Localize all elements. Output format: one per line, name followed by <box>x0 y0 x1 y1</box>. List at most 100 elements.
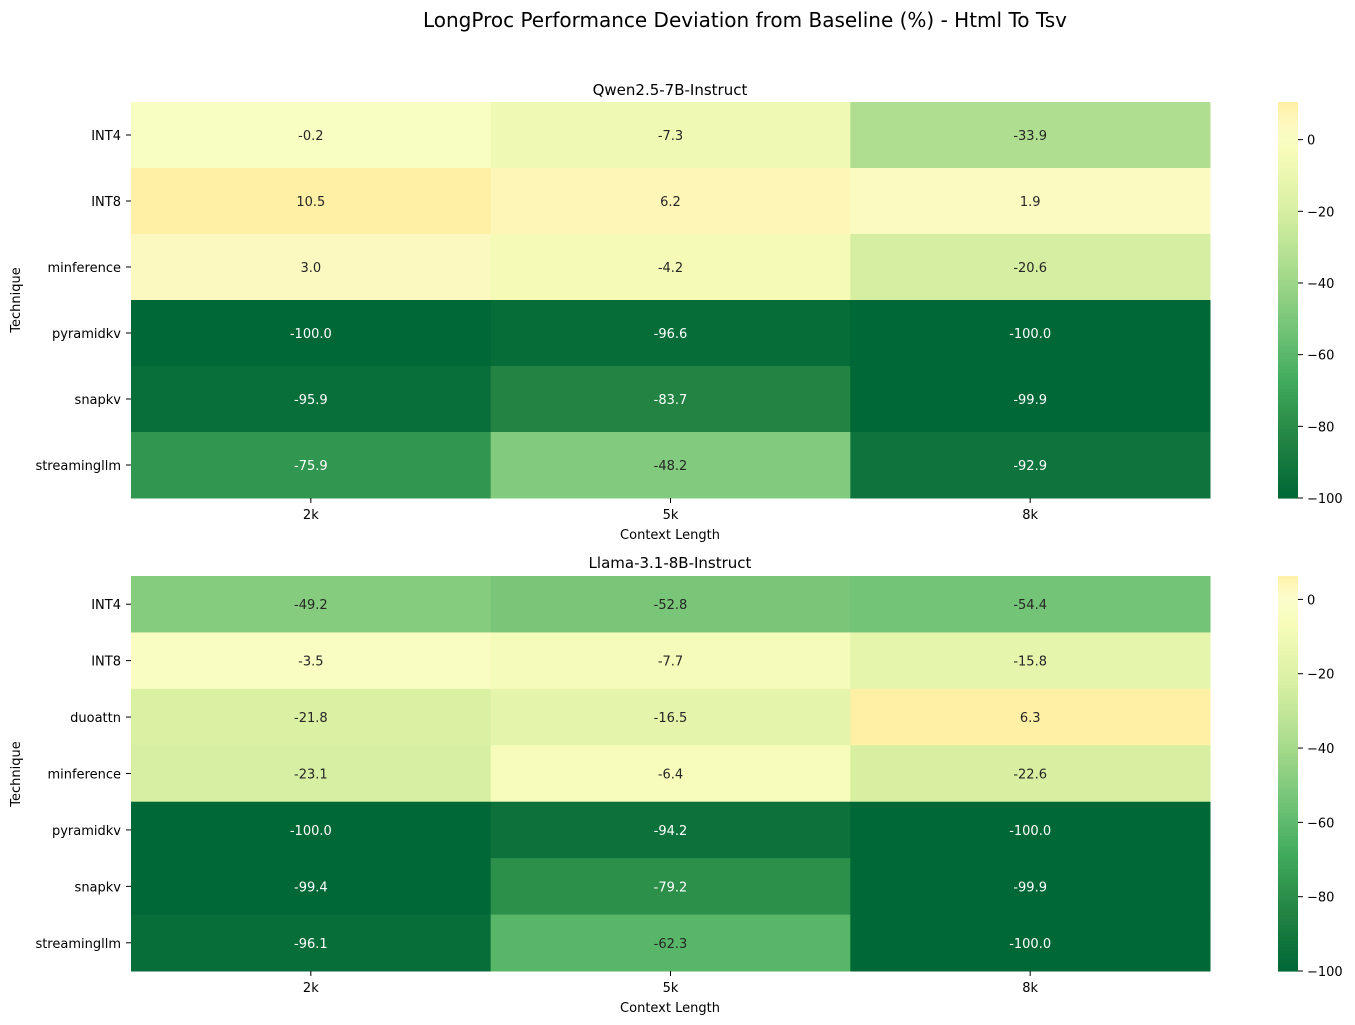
colorbar-segment <box>1278 191 1298 195</box>
colorbar-segment <box>1278 645 1298 650</box>
colorbar-segment <box>1278 895 1298 900</box>
cell-value-label: -6.4 <box>658 768 683 783</box>
colorbar-segment <box>1278 822 1298 827</box>
colorbar: 0 −20 −40 −60 −80 −100 <box>1278 576 1343 980</box>
colorbar-segment <box>1278 678 1298 682</box>
colorbar-segment <box>1278 250 1298 255</box>
colorbar-segment <box>1278 674 1298 679</box>
x-tick-label: 2k <box>303 981 319 996</box>
colorbar-segment <box>1278 701 1298 705</box>
colorbar-segment <box>1278 184 1298 189</box>
colorbar-segment <box>1278 412 1298 417</box>
colorbar-segment <box>1278 118 1298 123</box>
heatmap-cell <box>850 801 1211 859</box>
colorbar-segment <box>1278 197 1298 202</box>
colorbar-segment <box>1278 323 1298 327</box>
colorbar-segment <box>1278 625 1298 630</box>
colorbar-segment <box>1278 651 1298 656</box>
colorbar-segment <box>1278 658 1298 663</box>
cell-value-label: -99.9 <box>1013 880 1047 895</box>
colorbar-segment <box>1278 435 1298 440</box>
y-tick-label: snapkv <box>75 880 122 895</box>
heatmap-cell <box>131 688 492 746</box>
y-tick-label: INT4 <box>91 598 121 613</box>
colorbar-segment <box>1278 668 1298 673</box>
heatmap-cell <box>850 432 1211 499</box>
colorbar-segment <box>1278 799 1298 804</box>
colorbar-segment <box>1278 687 1298 692</box>
colorbar-segment <box>1278 717 1298 722</box>
colorbar-segment <box>1278 230 1298 235</box>
colorbar-segment <box>1278 478 1298 483</box>
heatmap-cells: -49.2 -52.8 -54.4 -3.5 -7.7 -15.8 -21.8 -16.5 6.… <box>131 576 1211 972</box>
colorbar-segment <box>1278 763 1298 768</box>
colorbar-segment <box>1278 951 1298 956</box>
colorbar-segment <box>1278 309 1298 314</box>
cell-value-label: 6.3 <box>1020 711 1041 726</box>
heatmap-cell <box>490 688 851 746</box>
colorbar-segment <box>1278 441 1298 446</box>
colorbar-segment <box>1278 872 1298 877</box>
colorbar-segment <box>1278 181 1298 186</box>
colorbar-segment <box>1278 681 1298 686</box>
colorbar-segment <box>1278 438 1298 443</box>
colorbar-segment <box>1278 704 1298 709</box>
colorbar-segment <box>1278 921 1298 926</box>
colorbar-segment <box>1278 655 1298 659</box>
colorbar-segment <box>1278 164 1298 169</box>
heatmap-cell <box>131 168 492 235</box>
colorbar-segment <box>1278 829 1298 834</box>
colorbar-segment <box>1278 934 1298 939</box>
colorbar-segment <box>1278 408 1298 413</box>
colorbar-segment <box>1278 776 1298 781</box>
colorbar-segment <box>1278 217 1298 222</box>
colorbar-tick-label: −100 <box>1307 492 1343 507</box>
colorbar-segment <box>1278 901 1298 906</box>
colorbar-segment <box>1278 944 1298 949</box>
heatmap-cell <box>850 300 1211 367</box>
colorbar-segment <box>1278 635 1298 640</box>
cell-value-label: -48.2 <box>654 459 688 474</box>
colorbar-segment <box>1278 389 1298 393</box>
colorbar-segment <box>1278 448 1298 453</box>
heatmap-cell <box>850 632 1211 690</box>
cell-value-label: -4.2 <box>658 261 683 276</box>
colorbar-segment <box>1278 924 1298 929</box>
heatmap-cell <box>131 300 492 367</box>
colorbar-segment <box>1278 349 1298 354</box>
heatmap-cell <box>850 366 1211 433</box>
colorbar-segment <box>1278 832 1298 837</box>
colorbar-segment <box>1278 585 1298 590</box>
colorbar-segment <box>1278 154 1298 159</box>
cell-value-label: -7.7 <box>658 655 683 670</box>
colorbar-tick-label: −40 <box>1307 277 1334 292</box>
colorbar-tick-label: −40 <box>1307 742 1334 757</box>
colorbar-segment <box>1278 481 1298 486</box>
colorbar-segment <box>1278 465 1298 469</box>
colorbar-segment <box>1278 691 1298 696</box>
colorbar-segment <box>1278 898 1298 903</box>
colorbar-segment <box>1278 684 1298 689</box>
colorbar-segment <box>1278 855 1298 860</box>
cell-value-label: -3.5 <box>298 655 323 670</box>
colorbar-segment <box>1278 286 1298 291</box>
colorbar-segment <box>1278 875 1298 880</box>
heatmap-cell <box>490 234 851 301</box>
colorbar-segment <box>1278 333 1298 337</box>
colorbar-segment <box>1278 316 1298 321</box>
cell-value-label: -96.6 <box>654 327 688 342</box>
colorbar-segment <box>1278 852 1298 857</box>
colorbar-segment <box>1278 780 1298 784</box>
y-tick-label: duoattn <box>70 711 121 726</box>
colorbar-segment <box>1278 471 1298 476</box>
colorbar-segment <box>1278 938 1298 942</box>
colorbar-segment <box>1278 342 1298 347</box>
heatmap-cell <box>850 576 1211 633</box>
y-tick-label: INT8 <box>91 195 121 210</box>
colorbar-segment <box>1278 319 1298 324</box>
y-axis-label: Technique <box>9 741 24 807</box>
cell-value-label: -99.4 <box>294 880 328 895</box>
colorbar-segment <box>1278 697 1298 702</box>
colorbar-segment <box>1278 369 1298 374</box>
y-tick-label: minference <box>47 261 121 276</box>
